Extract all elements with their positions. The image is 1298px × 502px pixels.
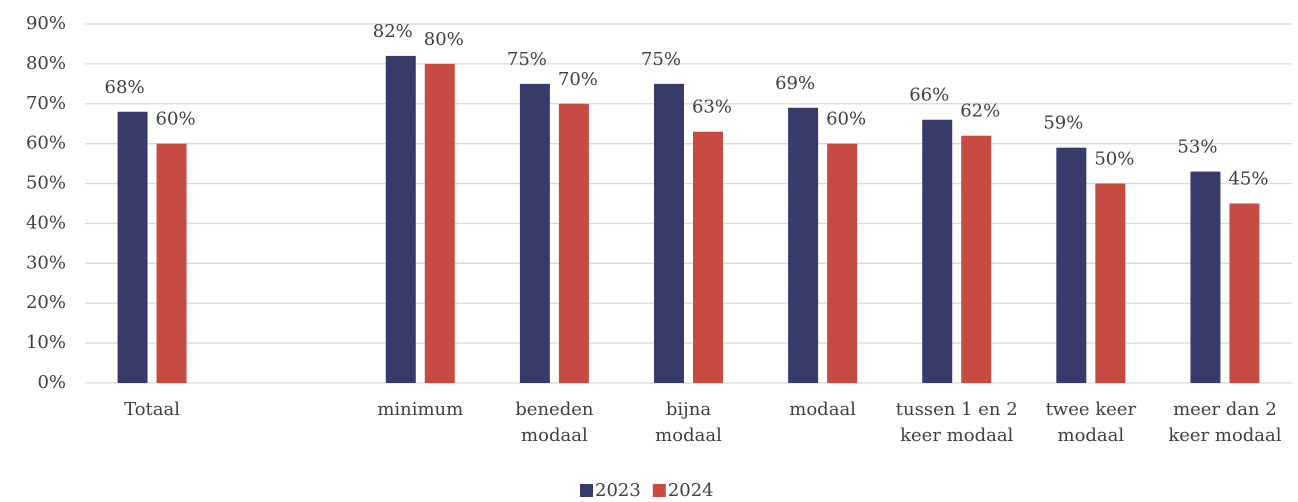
value-label: 63%: [692, 97, 732, 118]
bar: [117, 111, 148, 383]
bar: [156, 143, 187, 383]
x-tick-label: beneden modaal: [515, 399, 594, 446]
bar: [1229, 203, 1260, 383]
bar: [693, 131, 723, 383]
bar: [654, 83, 684, 383]
y-tick-label: 70%: [26, 93, 66, 114]
legend-label: 2024: [668, 480, 714, 501]
legend-label: 2023: [595, 480, 641, 501]
value-label: 60%: [156, 109, 196, 130]
x-tick-label: modaal: [789, 399, 856, 420]
bar: [922, 119, 953, 383]
x-tick-label: Totaal: [124, 399, 180, 420]
value-label: 60%: [826, 109, 866, 130]
y-tick-label: 20%: [26, 292, 66, 313]
x-tick-label: minimum: [377, 399, 463, 420]
y-tick-label: 40%: [26, 212, 66, 233]
x-tick-label: meer dan 2 keer modaal: [1168, 399, 1281, 446]
value-label: 75%: [641, 49, 681, 70]
value-label: 75%: [507, 49, 547, 70]
x-tick-label: bijna modaal: [655, 399, 722, 446]
bar: [788, 107, 819, 384]
bar: [1056, 147, 1087, 383]
y-tick-label: 50%: [26, 173, 66, 194]
legend-swatch: [652, 484, 666, 497]
bar: [961, 135, 992, 383]
y-tick-label: 90%: [26, 13, 66, 34]
bar: [1095, 183, 1126, 383]
y-tick-label: 60%: [26, 133, 66, 154]
value-label: 59%: [1043, 113, 1083, 134]
bar: [1190, 171, 1221, 383]
bar: [424, 63, 455, 384]
bar: [519, 83, 550, 383]
value-label: 50%: [1094, 149, 1134, 170]
value-label: 45%: [1228, 169, 1268, 190]
y-tick-label: 0%: [37, 372, 66, 393]
legend-swatch: [580, 484, 593, 497]
value-label: 82%: [373, 21, 413, 42]
bar: [827, 143, 858, 383]
value-label: 80%: [424, 29, 464, 50]
value-label: 70%: [558, 69, 598, 90]
y-tick-label: 30%: [26, 252, 66, 273]
y-tick-label: 80%: [26, 53, 66, 74]
value-label: 69%: [775, 73, 815, 94]
bar: [558, 103, 589, 384]
value-label: 62%: [960, 101, 1000, 122]
x-tick-label: twee keer modaal: [1046, 399, 1137, 446]
bar: [385, 55, 416, 384]
y-tick-label: 10%: [26, 332, 66, 353]
value-label: 53%: [1177, 137, 1217, 158]
legend: 2023 2024: [580, 480, 714, 501]
x-tick-label: tussen 1 en 2 keer modaal: [896, 399, 1018, 446]
value-label: 66%: [909, 85, 949, 106]
value-label: 68%: [105, 77, 145, 98]
